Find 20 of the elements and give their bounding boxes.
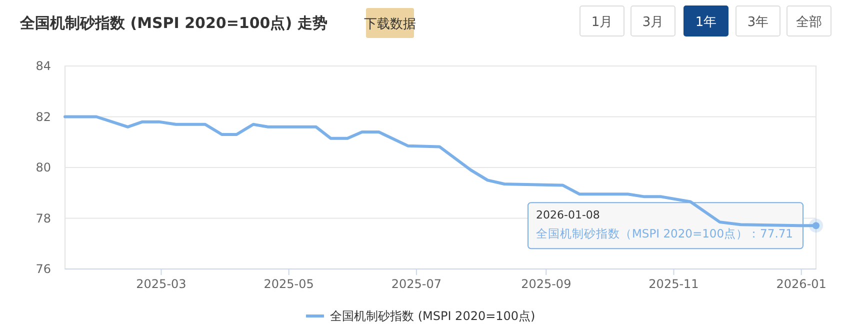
y-tick-label: 84 xyxy=(36,59,51,74)
text: 3月 xyxy=(642,15,664,30)
x-tick-label: 2025-11 xyxy=(648,277,699,291)
y-tick-label: 76 xyxy=(36,262,51,276)
x-tick-label: 2026-01 xyxy=(776,277,826,291)
y-tick-label: 80 xyxy=(36,160,51,175)
x-tick-label: 2025-07 xyxy=(391,277,442,291)
text: 下载数据 xyxy=(364,17,416,32)
text: 3年 xyxy=(747,15,769,30)
text: 全部 xyxy=(796,15,822,30)
y-tick-label: 82 xyxy=(36,110,51,124)
x-tick-label: 2025-03 xyxy=(136,277,186,291)
x-tick-label: 2025-09 xyxy=(521,277,572,291)
annotation: 2026-01-08 全国机制砂指数（MSPI 2020=100点）：77.71 xyxy=(536,208,793,241)
chart-title: 全国机制砂指数 (MSPI 2020=100点) 走势 xyxy=(19,14,328,32)
y-tick-label: 78 xyxy=(36,211,51,226)
x-tick-label: 2025-05 xyxy=(264,277,314,291)
text: 1年 xyxy=(695,15,717,30)
legend-label: 全国机制砂指数 (MSPI 2020=100点) xyxy=(330,309,536,323)
text: 1月 xyxy=(591,15,613,30)
